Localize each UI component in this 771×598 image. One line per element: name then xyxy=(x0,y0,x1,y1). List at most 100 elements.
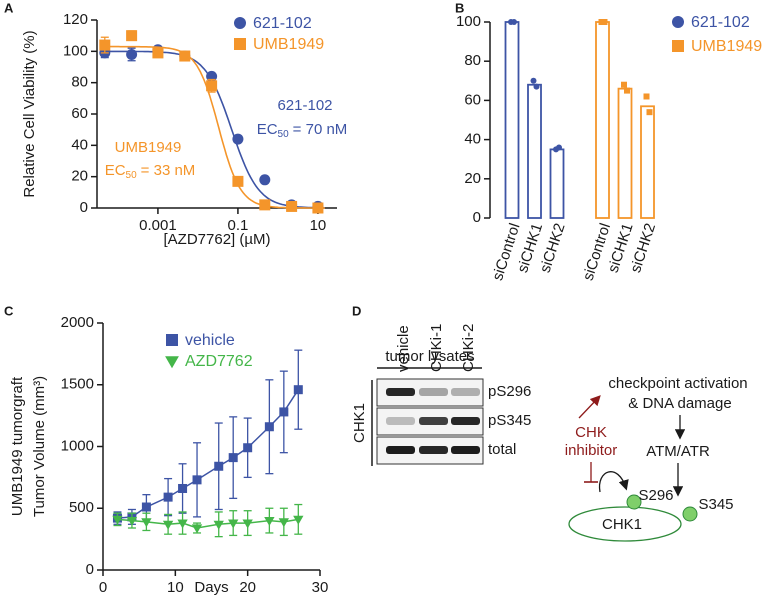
band xyxy=(451,446,480,454)
legend-marker xyxy=(165,356,179,369)
x-tick-label: siControl xyxy=(580,221,614,283)
inhibitor-label: inhibitor xyxy=(565,442,618,459)
band xyxy=(386,388,415,396)
band xyxy=(451,388,480,396)
data-point xyxy=(293,385,303,395)
x-tick-label: 10 xyxy=(167,579,184,596)
replicate-point xyxy=(621,81,627,88)
x-tick-label: siControl xyxy=(489,221,523,283)
bar xyxy=(549,148,565,219)
replicate-point xyxy=(601,19,608,25)
x-tick-label: 10 xyxy=(310,217,327,234)
data-point xyxy=(126,30,138,42)
fit-curve xyxy=(101,45,325,209)
data-point xyxy=(228,453,238,463)
x-tick-label: 0.001 xyxy=(139,217,177,234)
data-point xyxy=(141,518,152,528)
blot-header: tumor lysates xyxy=(385,348,474,365)
data-point xyxy=(214,461,224,471)
data-point xyxy=(178,483,188,493)
x-tick-label: 0 xyxy=(99,579,107,596)
data-point xyxy=(259,174,271,186)
data-point xyxy=(112,515,123,525)
lane-label: CHKi-1 xyxy=(428,324,445,372)
x-axis-label: [AZD7762] (µM) xyxy=(164,231,271,248)
data-point xyxy=(286,200,298,212)
y-axis-label: UMB1949 tumorgraft xyxy=(9,376,26,516)
phospho-site xyxy=(626,494,642,510)
annotation-part: 50 xyxy=(278,129,290,140)
data-point xyxy=(279,407,289,417)
band xyxy=(419,417,448,425)
data-point xyxy=(162,520,174,530)
y-tick-label: 40 xyxy=(71,136,88,153)
y-tick-label: 1500 xyxy=(61,376,94,393)
replicate-point xyxy=(511,19,517,25)
data-point xyxy=(312,202,324,214)
y-axis-label: Relative Cell Viability (%) xyxy=(21,30,38,197)
replicate-point xyxy=(646,109,653,116)
y-tick-label: 60 xyxy=(464,91,481,108)
annotation-part: EC xyxy=(105,162,126,179)
data-point xyxy=(206,80,218,92)
y-tick-label: 1000 xyxy=(61,437,94,454)
y-tick-label: 100 xyxy=(456,13,481,30)
legend-marker xyxy=(234,38,246,50)
data-point xyxy=(126,517,138,526)
data-point xyxy=(126,48,138,60)
y-tick-label: 100 xyxy=(63,42,88,59)
data-point xyxy=(264,422,274,432)
y-tick-label: 2000 xyxy=(61,314,94,331)
annotation-part: = 33 nM xyxy=(141,162,196,179)
band xyxy=(386,417,415,425)
replicate-point xyxy=(556,144,562,151)
y-tick-label: 500 xyxy=(69,499,94,516)
replicate-point xyxy=(624,87,630,94)
band xyxy=(419,388,448,396)
data-point xyxy=(278,518,290,528)
inhibitor-label: CHK xyxy=(575,424,607,441)
data-point xyxy=(179,50,191,62)
data-point xyxy=(163,492,173,502)
data-point xyxy=(264,517,275,526)
arrow xyxy=(578,395,601,419)
data-point xyxy=(293,515,304,525)
annotation: EC50 = 33 nM xyxy=(105,162,196,181)
row-label: total xyxy=(488,441,516,458)
kinase-label: ATM/ATR xyxy=(646,443,710,460)
bar xyxy=(617,87,633,219)
legend-label: vehicle xyxy=(185,332,235,349)
legend-label: AZD7762 xyxy=(185,353,253,370)
y-tick-label: 0 xyxy=(80,199,88,216)
y-tick-label: 80 xyxy=(71,74,88,91)
y-tick-label: 80 xyxy=(464,52,481,69)
annotation-part: 50 xyxy=(126,170,138,181)
legend-label: 621-102 xyxy=(691,14,750,31)
bar xyxy=(640,105,655,219)
y-axis-label: Tumor Volume (mm³) xyxy=(31,376,48,517)
data-point xyxy=(141,502,151,512)
x-axis-label: Days xyxy=(194,579,228,596)
y-tick-label: 40 xyxy=(464,131,481,148)
group-label: CHK1 xyxy=(351,403,368,443)
data-point xyxy=(177,519,188,529)
y-tick-label: 20 xyxy=(71,168,88,185)
y-tick-label: 60 xyxy=(71,105,88,122)
band xyxy=(419,446,448,454)
bar xyxy=(504,21,520,219)
annotation: 621-102 xyxy=(277,97,332,114)
site-label: S345 xyxy=(698,496,733,513)
row-label: pS296 xyxy=(488,383,531,400)
panel-label: C xyxy=(4,303,14,318)
annotation: EC50 = 70 nM xyxy=(257,121,348,140)
bar xyxy=(595,21,610,219)
data-point xyxy=(192,475,202,485)
y-tick-label: 0 xyxy=(473,209,481,226)
y-tick-label: 0 xyxy=(86,561,94,578)
replicate-point xyxy=(530,77,537,84)
legend-label: UMB1949 xyxy=(253,36,324,53)
data-point xyxy=(232,133,244,145)
bar xyxy=(527,83,542,219)
protein xyxy=(568,506,682,542)
panel-label: D xyxy=(352,303,361,318)
